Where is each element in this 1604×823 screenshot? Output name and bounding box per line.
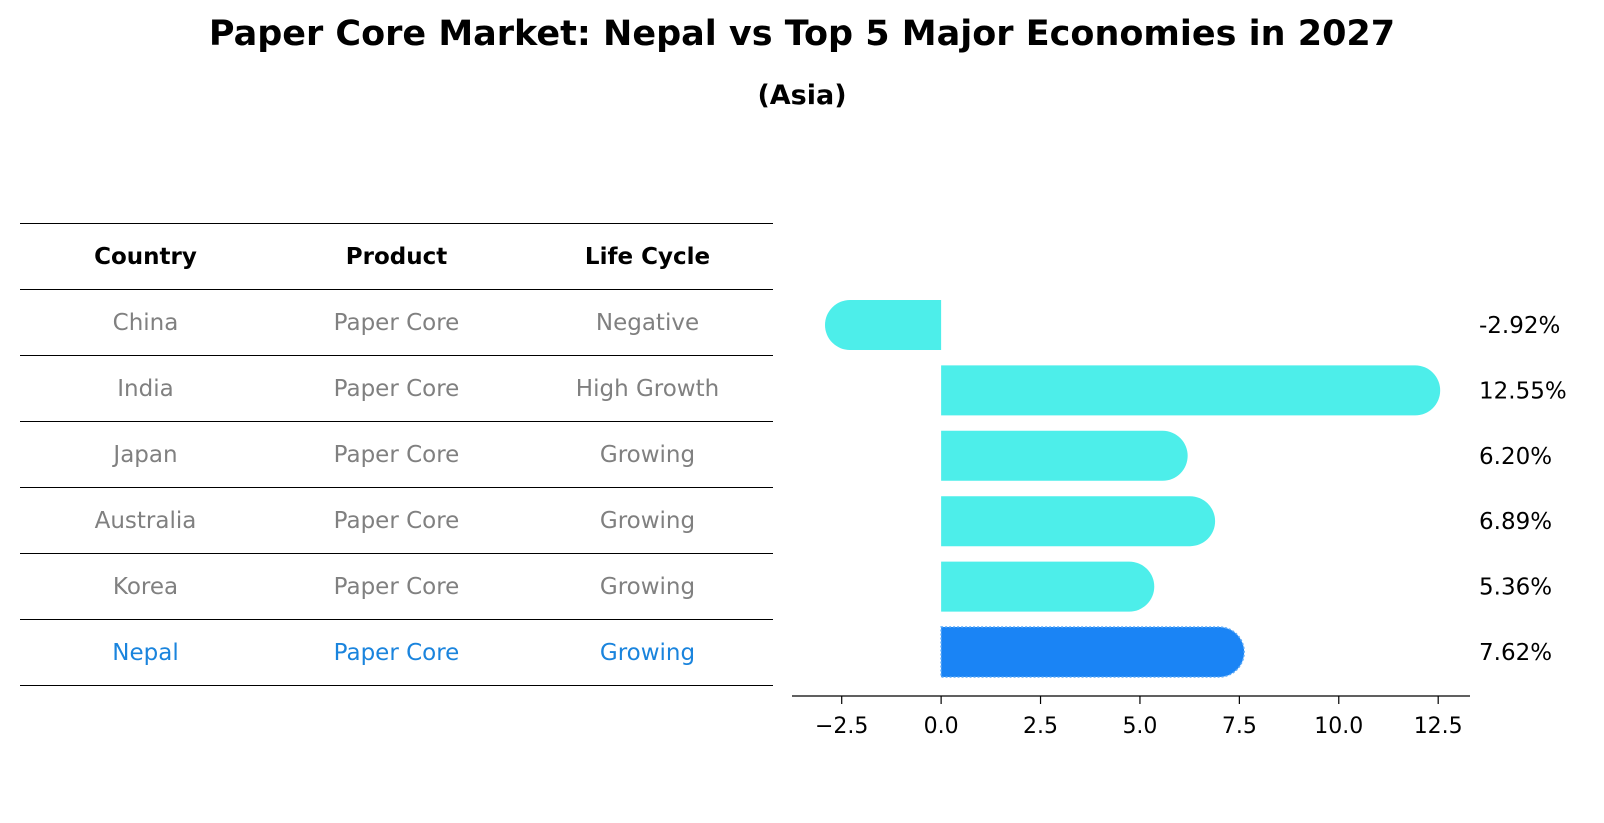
cell-product: Paper Core — [271, 421, 522, 488]
bar-nepal — [940, 626, 1245, 678]
table-row: Korea Paper Core Growing — [20, 553, 773, 620]
bar-india — [941, 365, 1441, 416]
value-label-nepal: 7.62% — [1479, 640, 1552, 666]
x-tick-label: 12.5 — [1414, 714, 1463, 739]
table-row: Australia Paper Core Growing — [20, 487, 773, 554]
cell-life-cycle: Growing — [522, 421, 773, 488]
cell-life-cycle: High Growth — [522, 355, 773, 422]
chart-title: Paper Core Market: Nepal vs Top 5 Major … — [208, 14, 1396, 54]
x-tick-label: 10.0 — [1314, 714, 1363, 739]
header-country: Country — [20, 223, 271, 290]
value-label-korea: 5.36% — [1479, 575, 1552, 601]
cell-life-cycle: Growing — [522, 487, 773, 554]
table-header-row: Country Product Life Cycle — [20, 223, 773, 290]
table-row: China Paper Core Negative — [20, 289, 773, 356]
bar-china — [825, 300, 942, 350]
cell-country: Nepal — [20, 619, 271, 686]
header-life-cycle: Life Cycle — [522, 223, 773, 290]
chart-subtitle: (Asia) — [757, 80, 847, 111]
x-tick-label: −2.5 — [815, 714, 868, 739]
value-label-japan: 6.20% — [1479, 444, 1552, 470]
cell-country: Australia — [20, 487, 271, 554]
cell-product: Paper Core — [271, 289, 522, 356]
cell-product: Paper Core — [271, 619, 522, 686]
cell-life-cycle: Growing — [522, 619, 773, 686]
table-row: India Paper Core High Growth — [20, 355, 773, 422]
cell-product: Paper Core — [271, 553, 522, 620]
bar-korea — [941, 561, 1155, 612]
cell-product: Paper Core — [271, 487, 522, 554]
cell-country: Japan — [20, 421, 271, 488]
table-row: Japan Paper Core Growing — [20, 421, 773, 488]
value-label-china: -2.92% — [1479, 313, 1560, 339]
bar-japan — [941, 430, 1188, 481]
cell-product: Paper Core — [271, 355, 522, 422]
x-tick-label: 2.5 — [1023, 714, 1058, 739]
header-product: Product — [271, 223, 522, 290]
value-label-australia: 6.89% — [1479, 509, 1552, 535]
cell-country: China — [20, 289, 271, 356]
cell-country: Korea — [20, 553, 271, 620]
cell-life-cycle: Growing — [522, 553, 773, 620]
x-tick-label: 0.0 — [924, 714, 959, 739]
bar-australia — [941, 496, 1216, 547]
table: Country Product Life Cycle China Paper C… — [20, 223, 773, 686]
cell-country: India — [20, 355, 271, 422]
table-row-highlight: Nepal Paper Core Growing — [20, 619, 773, 686]
value-label-india: 12.55% — [1479, 378, 1567, 404]
x-tick-label: 5.0 — [1122, 714, 1157, 739]
life-cycle-table: Country Product Life Cycle China Paper C… — [20, 223, 773, 686]
cell-life-cycle: Negative — [522, 289, 773, 356]
x-tick-label: 7.5 — [1222, 714, 1257, 739]
